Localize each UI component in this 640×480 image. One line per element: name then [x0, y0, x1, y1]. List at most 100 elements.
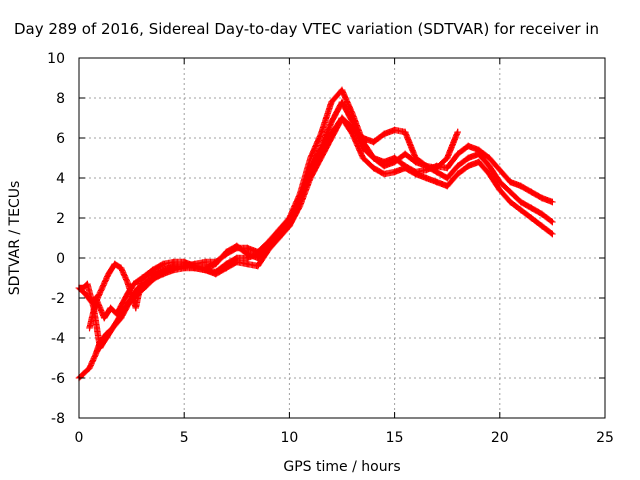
- axis-ticks: [78, 57, 606, 419]
- data-point: [517, 206, 525, 214]
- y-tick-label: -4: [51, 331, 65, 347]
- data-point: [130, 280, 137, 288]
- data-point: [338, 98, 346, 106]
- data-point: [149, 266, 156, 274]
- data-point: [296, 198, 304, 206]
- y-tick-label: -6: [51, 371, 65, 387]
- data-point: [401, 162, 409, 170]
- data-point: [254, 254, 262, 262]
- data-point: [109, 324, 116, 332]
- data-point: [117, 264, 125, 272]
- data-point: [401, 128, 409, 136]
- data-point: [465, 142, 472, 150]
- data-point: [349, 130, 356, 138]
- data-point: [444, 174, 451, 182]
- x-tick-label: 20: [491, 430, 509, 446]
- y-tick-label: 6: [56, 131, 65, 147]
- x-tick-label: 15: [386, 430, 404, 446]
- data-point: [528, 204, 535, 212]
- data-point: [538, 222, 546, 230]
- data-point: [517, 198, 525, 206]
- data-point: [98, 284, 106, 292]
- data-point: [475, 158, 482, 166]
- data-point: [170, 258, 177, 266]
- data-point: [286, 222, 293, 230]
- x-tick-label: 0: [75, 430, 84, 446]
- data-point: [92, 298, 100, 306]
- data-point: [307, 170, 314, 178]
- data-point: [370, 138, 377, 146]
- data-point: [143, 282, 150, 290]
- data-point: [317, 130, 325, 138]
- data-point: [454, 162, 461, 170]
- data-point: [507, 178, 514, 186]
- data-point: [86, 364, 93, 372]
- data-point: [124, 278, 131, 286]
- data-point: [159, 260, 167, 268]
- data-point: [422, 174, 430, 182]
- x-tick-label: 25: [596, 430, 614, 446]
- data-point: [380, 158, 388, 166]
- y-tick-label: -2: [51, 291, 65, 307]
- x-tick-label: 10: [280, 430, 298, 446]
- data-point: [359, 134, 367, 142]
- data-series: [75, 86, 556, 382]
- y-tick-label: 4: [56, 171, 65, 187]
- data-point: [191, 262, 198, 270]
- chart-title: Day 289 of 2016, Sidereal Day-to-day VTE…: [14, 20, 599, 38]
- data-point: [170, 264, 177, 272]
- data-point: [105, 270, 112, 278]
- data-point: [496, 166, 503, 174]
- series-4: [86, 114, 461, 332]
- data-point: [202, 264, 209, 272]
- data-point: [328, 118, 335, 126]
- y-tick-label: -8: [51, 411, 65, 427]
- data-point: [433, 164, 440, 172]
- data-point: [528, 214, 535, 222]
- series-marks: [86, 114, 461, 332]
- data-point: [159, 268, 167, 276]
- data-point: [138, 274, 146, 282]
- data-point: [465, 154, 472, 162]
- data-point: [212, 268, 219, 276]
- data-point: [307, 154, 314, 162]
- y-tick-label: 10: [47, 51, 65, 67]
- data-point: [370, 164, 377, 172]
- data-point: [538, 210, 546, 218]
- data-point: [549, 198, 556, 206]
- data-point: [96, 344, 104, 352]
- y-tick-label: 0: [56, 251, 65, 267]
- data-point: [86, 324, 93, 332]
- data-point: [80, 370, 87, 378]
- data-point: [117, 314, 125, 322]
- data-point: [338, 86, 346, 94]
- data-point: [475, 146, 482, 154]
- data-point: [317, 148, 325, 156]
- data-point: [549, 218, 556, 226]
- data-point: [82, 290, 89, 298]
- data-point: [359, 154, 367, 162]
- data-point: [80, 284, 87, 292]
- series-marks: [75, 86, 556, 352]
- data-point: [328, 98, 335, 106]
- x-tick-label: 5: [180, 430, 189, 446]
- data-point: [92, 350, 100, 358]
- data-point: [244, 250, 251, 258]
- data-point: [117, 302, 125, 310]
- data-point: [212, 260, 219, 268]
- data-point: [328, 130, 335, 138]
- data-point: [496, 186, 503, 194]
- data-point: [349, 124, 356, 132]
- data-point: [433, 178, 440, 186]
- data-point: [549, 230, 556, 238]
- data-point: [454, 150, 461, 158]
- data-point: [275, 234, 283, 242]
- data-point: [507, 198, 514, 206]
- data-point: [486, 162, 493, 170]
- data-point: [202, 258, 209, 266]
- data-point: [223, 260, 230, 268]
- data-point: [444, 182, 451, 190]
- plot-frame: [78, 57, 606, 419]
- data-point: [254, 262, 262, 270]
